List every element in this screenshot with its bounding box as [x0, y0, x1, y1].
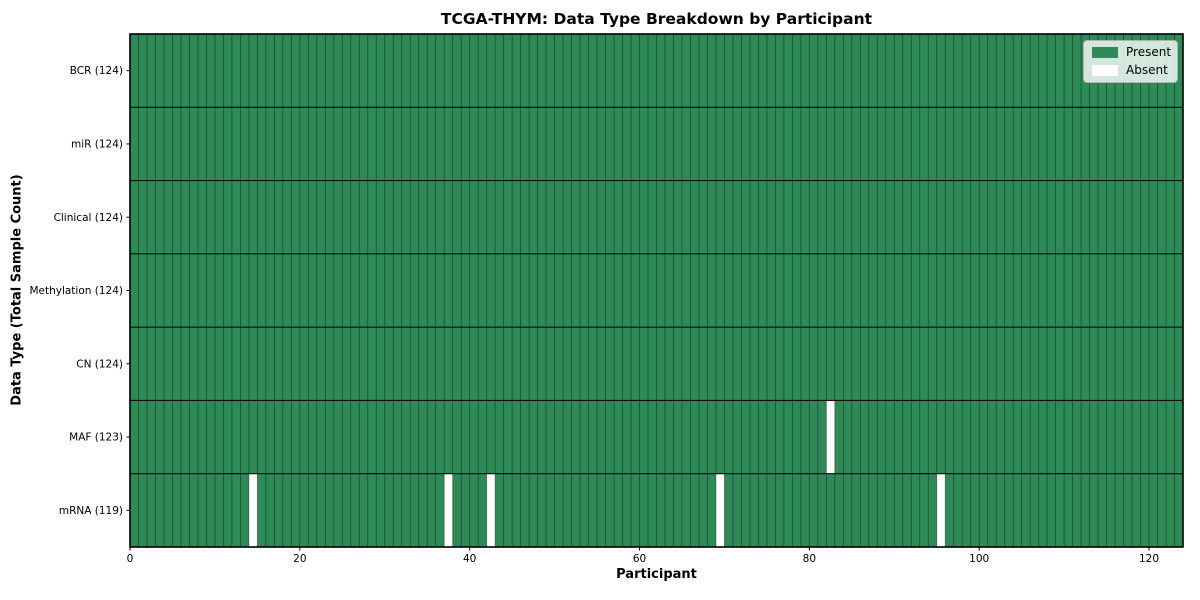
legend-swatch-absent-icon [1092, 65, 1118, 77]
x-tick-label: 80 [803, 553, 816, 565]
legend: Present Absent [1083, 40, 1178, 84]
x-axis-label: Participant [616, 567, 697, 582]
legend-item-present: Present [1092, 45, 1172, 59]
y-axis-label: Data Type (Total Sample Count) [9, 174, 25, 406]
legend-item-absent: Absent [1092, 63, 1169, 78]
legend-label-absent: Absent [1126, 63, 1168, 78]
y-tick-label: Methylation (124) [29, 285, 123, 297]
x-tick-label: 100 [969, 553, 989, 565]
legend-swatch-present-icon [1092, 47, 1118, 59]
x-tick-label: 0 [127, 553, 134, 565]
absent-cell [826, 400, 835, 474]
x-tick-label: 40 [463, 553, 476, 565]
chart-title: TCGA-THYM: Data Type Breakdown by Partic… [440, 10, 873, 28]
absent-cell [486, 473, 496, 547]
absent-cell [936, 473, 946, 547]
row-divider-lines [130, 106, 1183, 475]
y-tick-label: Clinical (124) [54, 212, 123, 224]
present-cells-field [130, 34, 1183, 547]
x-tick-label: 60 [633, 553, 646, 565]
y-tick-label: BCR (124) [70, 65, 123, 77]
y-tick-label: CN (124) [76, 358, 123, 370]
legend-label-present: Present [1126, 45, 1172, 59]
x-tick-label: 20 [293, 553, 306, 565]
y-tick-label: MAF (123) [69, 432, 123, 444]
y-tick-label: miR (124) [71, 139, 123, 151]
absent-cell [715, 473, 725, 547]
x-tick-label: 120 [1139, 553, 1159, 565]
absent-cell [248, 473, 258, 547]
y-tick-label: mRNA (119) [59, 505, 123, 517]
absent-cell [444, 473, 453, 547]
